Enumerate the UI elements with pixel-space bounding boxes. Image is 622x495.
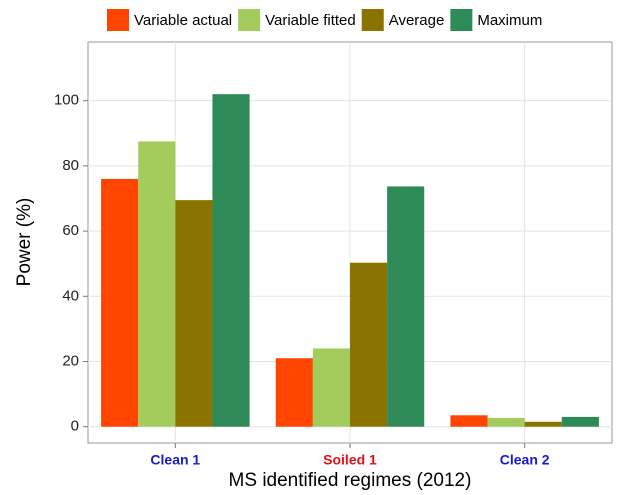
legend-label: Average [389,12,445,29]
legend-swatch [107,9,129,31]
y-tick-label: 40 [62,287,79,304]
legend-swatch [361,9,384,31]
bar [450,415,488,427]
bar [101,178,139,427]
bar [138,141,176,427]
y-tick-label: 100 [54,92,79,109]
legend-swatch [450,9,473,31]
bar [275,358,313,427]
legend-label: Variable fitted [265,12,356,29]
y-tick-label: 80 [62,157,79,174]
bar [312,348,350,427]
bar [212,94,250,427]
x-axis-title: MS identified regimes (2012) [229,470,472,491]
bar [387,186,425,427]
bar [561,416,599,427]
x-tick-label: Soiled 1 [323,452,377,468]
y-tick-label: 60 [62,222,79,239]
bar [487,417,525,427]
legend: Variable actual Variable fitted Average Max… [107,9,542,31]
y-tick-label: 0 [71,418,79,435]
legend-swatch [238,9,261,31]
bar [175,200,213,427]
legend-label: Maximum [477,12,542,29]
bar [524,421,562,427]
legend-label: Variable actual [134,12,232,29]
y-axis-title: Power (%) [14,198,35,287]
y-tick-label: 20 [62,352,79,369]
x-tick-label: Clean 2 [500,452,550,468]
bar [350,262,388,427]
x-tick-label: Clean 1 [150,452,200,468]
